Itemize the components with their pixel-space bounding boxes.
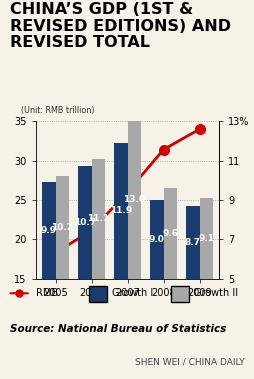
Text: SHEN WEI / CHINA DAILY: SHEN WEI / CHINA DAILY [135,358,244,367]
Bar [163,188,177,377]
Bar [113,143,127,377]
Text: Growth I: Growth I [112,288,153,298]
Text: Growth II: Growth II [193,288,237,298]
Bar [77,166,91,377]
Bar [55,176,69,377]
Bar [185,206,199,377]
Text: 9.9: 9.9 [40,226,56,235]
FancyBboxPatch shape [170,286,188,302]
Bar [91,159,105,377]
Bar [42,182,55,377]
Text: 9.1: 9.1 [198,234,214,243]
Bar [149,200,163,377]
Text: 9.6: 9.6 [162,229,178,238]
Text: (Unit: RMB trillion): (Unit: RMB trillion) [21,106,94,115]
Text: 9.0: 9.0 [148,235,164,244]
Text: 10.2: 10.2 [51,223,73,232]
Text: CHINA’S GDP (1ST &
REVISED EDITIONS) AND
REVISED TOTAL: CHINA’S GDP (1ST & REVISED EDITIONS) AND… [10,2,230,50]
Text: Source: National Bureau of Statistics: Source: National Bureau of Statistics [10,324,226,334]
Text: RMB: RMB [36,288,58,298]
Text: 8.7: 8.7 [184,238,200,247]
Text: 10.7: 10.7 [73,218,95,227]
Text: 11.9: 11.9 [109,206,131,215]
Text: 13.0: 13.0 [123,196,145,204]
Bar [199,198,212,377]
Bar [127,121,141,377]
Text: 11.1: 11.1 [87,214,109,223]
FancyBboxPatch shape [89,286,107,302]
